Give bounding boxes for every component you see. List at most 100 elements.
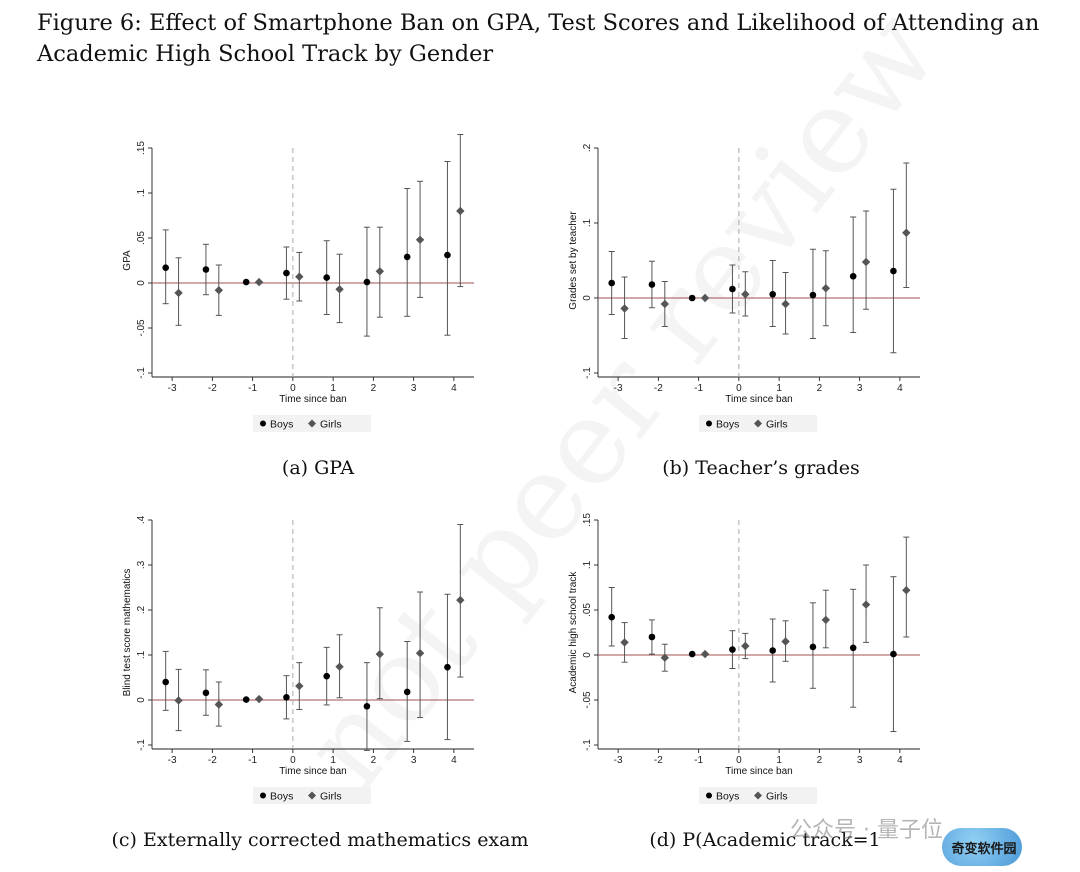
- y-axis-label: Blind test score mathematics: [122, 569, 133, 697]
- girls-point: [902, 586, 911, 595]
- y-axis-label: Academic high school track: [568, 571, 579, 694]
- boys-point: [202, 689, 210, 697]
- subcaption-a: (a) GPA: [281, 457, 355, 479]
- subcaption-d: (d) P(Academic track=1: [649, 829, 881, 851]
- boys-point: [363, 703, 371, 710]
- boys-point: [648, 633, 656, 641]
- legend-girls-label: Girls: [320, 791, 342, 803]
- boys-point: [283, 694, 290, 701]
- y-tick-label: 0: [136, 697, 147, 703]
- girls-point: [174, 696, 183, 705]
- boys-point: [809, 291, 817, 299]
- y-tick-label: .1: [136, 188, 147, 197]
- boys-point: [403, 688, 411, 696]
- girls-point: [335, 285, 344, 294]
- y-tick-label: .1: [582, 560, 593, 569]
- y-tick-label: .4: [136, 515, 147, 524]
- legend-girls-marker: [308, 791, 316, 800]
- boys-point: [809, 643, 817, 651]
- panel-teacher-grades: -.1 0 .1 .2 -3 -2 -1 0 1 2 3 4 Time since ban Grades …: [568, 143, 920, 432]
- y-tick-label: 0: [582, 652, 593, 658]
- legend-girls-label: Girls: [766, 791, 788, 803]
- x-tick-label: -2: [654, 383, 663, 394]
- y-tick-label: .1: [136, 650, 147, 659]
- girls-point: [254, 694, 264, 704]
- legend-girls-marker: [754, 791, 762, 800]
- girls-point: [902, 228, 911, 237]
- x-tick-label: -3: [614, 383, 623, 394]
- boys-point: [729, 285, 736, 293]
- boys-point: [283, 269, 290, 277]
- boys-point: [323, 274, 330, 281]
- boys-point: [444, 251, 451, 259]
- x-tick-label: -1: [248, 383, 257, 394]
- x-tick-label: 2: [817, 755, 823, 766]
- boys-point: [242, 278, 250, 286]
- y-tick-label: 0: [136, 280, 147, 286]
- x-tick-label: 4: [897, 755, 903, 766]
- boys-point: [688, 294, 696, 302]
- x-tick-label: 1: [330, 383, 336, 394]
- figure-caption-line-2: Academic High School Track by Gender: [37, 41, 494, 67]
- x-tick-label: 1: [776, 383, 782, 394]
- girls-point: [821, 284, 831, 293]
- panel-gpa: -.1 -.05 0 .05 .1 .15 -3 -2 -1 0 1 2 3 4 Time since ba…: [122, 134, 474, 432]
- girls-point: [781, 299, 790, 309]
- girls-point: [415, 649, 425, 658]
- girls-point: [375, 267, 385, 276]
- boys-point: [608, 613, 615, 621]
- x-tick-label: 1: [330, 755, 336, 766]
- x-tick-label: 0: [290, 383, 296, 394]
- subcaption-c: (c) Externally corrected mathematics exa…: [111, 829, 529, 851]
- panel-academic-track: -.1 -.05 0 .05 .1 .15 -3 -2 -1 0 1 2 3 4 Time since ba…: [568, 513, 920, 804]
- girls-point: [456, 206, 465, 216]
- girls-point: [660, 299, 670, 309]
- y-tick-label: -.1: [582, 739, 593, 751]
- y-tick-label: .15: [582, 513, 593, 527]
- boys-point: [162, 264, 169, 271]
- y-tick-label: .3: [136, 560, 147, 569]
- girls-point: [295, 681, 304, 691]
- y-tick-label: -.1: [136, 367, 147, 379]
- x-tick-label: -2: [654, 755, 663, 766]
- x-tick-label: -1: [694, 383, 703, 394]
- x-tick-label: 0: [290, 755, 296, 766]
- girls-point: [861, 600, 871, 609]
- x-tick-label: -3: [168, 383, 177, 394]
- girls-point: [174, 288, 183, 298]
- girls-point: [214, 700, 224, 709]
- boys-point: [648, 281, 656, 288]
- x-axis-label: Time since ban: [279, 766, 346, 777]
- boys-point: [444, 663, 451, 671]
- boys-point: [323, 672, 330, 680]
- boys-point: [688, 650, 696, 658]
- girls-point: [254, 277, 264, 287]
- x-tick-label: 2: [817, 383, 823, 394]
- x-tick-label: 4: [897, 383, 903, 394]
- x-tick-label: -3: [168, 755, 177, 766]
- y-tick-label: -.05: [582, 691, 593, 709]
- boys-point: [363, 278, 371, 286]
- y-tick-label: .15: [136, 141, 147, 155]
- x-tick-label: 3: [857, 755, 863, 766]
- x-tick-label: 4: [451, 755, 457, 766]
- figure-caption: Figure 6: Effect of Smartphone Ban on GP…: [37, 8, 1057, 70]
- x-tick-label: -2: [208, 755, 217, 766]
- y-tick-label: .05: [136, 231, 147, 245]
- x-tick-label: 3: [411, 755, 417, 766]
- girls-point: [295, 272, 304, 281]
- legend-boys-marker: [706, 420, 712, 427]
- girls-point: [620, 638, 629, 647]
- boys-point: [162, 678, 169, 686]
- girls-point: [700, 293, 710, 303]
- wechat-overlay-text: 公众号 · 量子位: [790, 818, 943, 843]
- legend-girls-marker: [308, 419, 316, 428]
- girls-point: [415, 235, 425, 244]
- x-tick-label: 2: [371, 383, 377, 394]
- y-axis-label: Grades set by teacher: [568, 211, 579, 310]
- boys-point: [769, 290, 776, 298]
- boys-point: [769, 647, 776, 654]
- girls-point: [375, 649, 385, 659]
- legend-boys-label: Boys: [270, 791, 293, 803]
- legend-boys-marker: [260, 792, 266, 799]
